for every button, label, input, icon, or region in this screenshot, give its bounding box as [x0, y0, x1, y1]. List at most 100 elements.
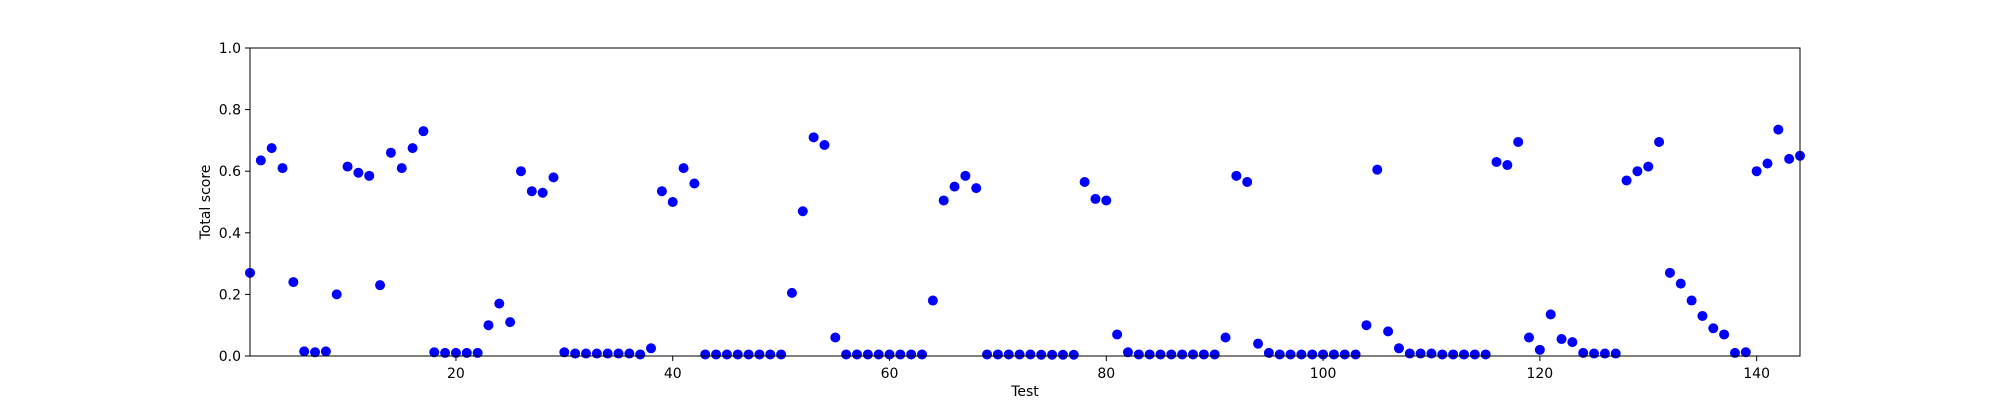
data-point: [1047, 349, 1058, 360]
x-tick-label: 80: [1097, 366, 1115, 382]
data-point: [288, 277, 299, 288]
data-point: [1524, 332, 1535, 343]
data-point: [1567, 337, 1578, 348]
data-point: [1404, 348, 1415, 359]
data-point: [1036, 349, 1047, 360]
data-point: [1133, 349, 1144, 360]
data-point: [1263, 347, 1274, 358]
data-point: [1740, 347, 1751, 358]
data-point: [1101, 195, 1112, 206]
x-tick-label: 40: [664, 366, 682, 382]
data-point: [1350, 349, 1361, 360]
data-point: [635, 349, 646, 360]
data-point: [537, 187, 548, 198]
data-point: [884, 349, 895, 360]
data-point: [1112, 329, 1123, 340]
data-point: [1318, 349, 1329, 360]
data-point: [1762, 158, 1773, 169]
data-point: [613, 348, 624, 359]
data-point: [1719, 329, 1730, 340]
data-point: [1057, 349, 1068, 360]
data-point: [1675, 278, 1686, 289]
data-point: [841, 349, 852, 360]
data-point: [1599, 348, 1610, 359]
data-point: [873, 349, 884, 360]
data-point: [700, 349, 711, 360]
data-point: [1578, 347, 1589, 358]
data-point: [1589, 348, 1600, 359]
data-point: [949, 181, 960, 192]
data-point: [830, 332, 841, 343]
data-point: [1209, 349, 1220, 360]
data-point: [895, 349, 906, 360]
y-axis: 0.0 0.2 0.4 0.6 0.8 1.0: [219, 41, 250, 365]
data-point: [548, 172, 559, 183]
data-point: [559, 347, 570, 358]
data-point: [1188, 349, 1199, 360]
data-point: [938, 195, 949, 206]
data-point: [1144, 349, 1155, 360]
data-point: [667, 197, 678, 207]
data-point: [1751, 166, 1762, 177]
data-point: [266, 143, 277, 154]
data-point: [570, 348, 581, 359]
data-point: [721, 349, 732, 360]
data-point: [1773, 124, 1784, 135]
data-point: [1621, 175, 1632, 186]
data-point: [992, 349, 1003, 360]
data-point: [765, 349, 776, 360]
data-point: [1155, 349, 1166, 360]
data-point: [982, 349, 993, 360]
data-point: [1177, 349, 1188, 360]
y-tick-label: 0.0: [219, 349, 241, 365]
data-point: [461, 347, 472, 358]
data-point: [310, 347, 321, 358]
data-point: [277, 163, 288, 174]
x-tick-label: 60: [881, 366, 899, 382]
data-point: [971, 183, 982, 194]
data-point: [797, 206, 808, 217]
data-point: [320, 346, 331, 357]
x-tick-label: 20: [447, 366, 465, 382]
data-point: [732, 349, 743, 360]
data-point: [353, 167, 364, 178]
data-point: [1448, 349, 1459, 360]
x-tick-label: 140: [1743, 366, 1770, 382]
data-point: [1729, 347, 1740, 358]
data-point: [906, 349, 917, 360]
plot-frame: [249, 47, 1801, 357]
data-point: [1014, 349, 1025, 360]
data-point: [1242, 176, 1253, 187]
data-point: [526, 186, 537, 197]
data-point: [1198, 349, 1209, 360]
x-tick-label: 100: [1310, 366, 1337, 382]
data-point: [515, 166, 526, 177]
data-point: [450, 347, 461, 358]
data-point: [1068, 349, 1079, 360]
data-point: [1025, 349, 1036, 360]
data-point: [1697, 310, 1708, 321]
data-point: [1686, 295, 1697, 306]
y-tick-label: 0.8: [219, 103, 241, 119]
data-point: [505, 317, 516, 328]
y-tick-label: 0.6: [219, 164, 241, 180]
data-point: [1079, 176, 1090, 187]
x-axis: 20 40 60 80 100 120 140: [447, 356, 1770, 382]
data-point: [385, 147, 396, 158]
y-tick-label: 1.0: [219, 41, 241, 57]
data-point: [1664, 267, 1675, 278]
data-point: [743, 349, 754, 360]
plot-background: [250, 48, 1800, 356]
x-tick-label: 120: [1526, 366, 1553, 382]
data-point: [1285, 349, 1296, 360]
data-point: [1372, 164, 1383, 175]
data-point: [1480, 349, 1491, 360]
data-point: [342, 161, 353, 172]
data-point: [440, 347, 451, 358]
data-point: [483, 320, 494, 331]
data-point: [646, 343, 657, 354]
data-point: [331, 289, 342, 300]
data-point: [1654, 136, 1665, 147]
y-tick-label: 0.4: [219, 226, 241, 242]
